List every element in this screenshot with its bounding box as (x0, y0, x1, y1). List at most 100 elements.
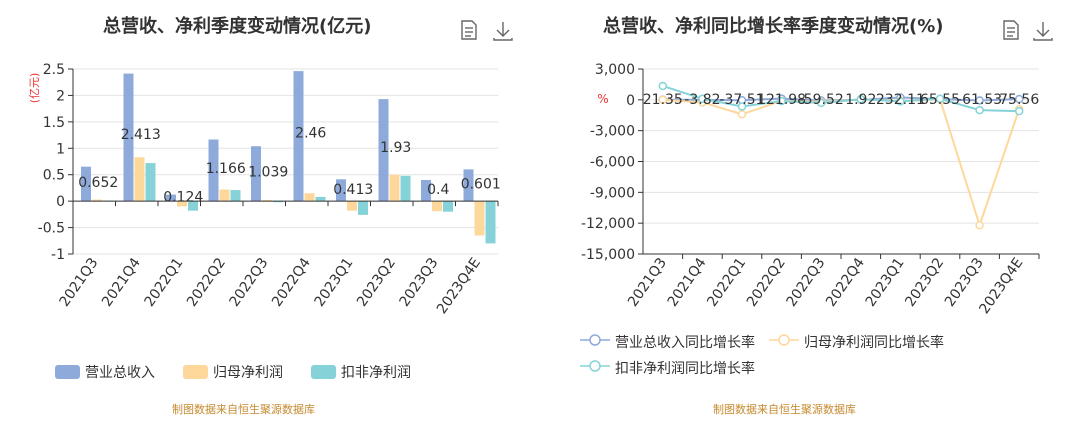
series-point-3 (777, 96, 786, 106)
y-tick-label: -12,000 (581, 216, 635, 232)
bar-2 (304, 193, 315, 202)
x-tick-label: 2023Q2 (902, 255, 947, 310)
data-label: 2.413 (121, 127, 161, 143)
y-tick-label: 0 (626, 93, 635, 109)
legend-swatch (769, 333, 799, 351)
legend-swatch (55, 365, 80, 379)
data-label: -37.51 (719, 92, 764, 108)
data-label: 1.92 (845, 92, 876, 108)
legend-label: 扣非净利润 (341, 365, 411, 381)
data-label: 0.124 (163, 190, 203, 206)
data-label: -59.52 (799, 92, 844, 108)
data-label: 0.601 (461, 177, 501, 193)
bar-1 (421, 180, 431, 202)
bar-1 (81, 166, 91, 202)
bar-2 (262, 200, 272, 202)
legend-label: 营业总收入同比增长率 (615, 335, 755, 351)
bar-2 (177, 201, 187, 207)
legend-label: 归母净利润 (213, 365, 283, 381)
bar-3 (230, 190, 241, 202)
x-tick-label: 2021Q4 (665, 255, 710, 310)
legend-item[interactable]: 扣非净利润 (311, 362, 411, 382)
series-point-1 (1014, 94, 1024, 104)
data-label: 1.93 (380, 140, 411, 156)
bar-3 (443, 201, 453, 212)
series-line-3 (662, 85, 1020, 113)
x-tick-label: 2022Q4 (269, 255, 314, 310)
bar-3 (145, 163, 156, 202)
x-tick-label: 2022Q2 (184, 255, 229, 310)
legend-item[interactable]: 营业总收入同比增长率 (580, 332, 755, 352)
legend-swatch (580, 333, 610, 351)
y-tick-label: 2 (56, 88, 65, 104)
data-label: 1.039 (248, 165, 288, 181)
chart-title: 总营收、净利季度变动情况(亿元) (103, 16, 372, 37)
series-point-3 (698, 94, 707, 104)
x-tick-label: 2021Q4 (99, 255, 144, 310)
bar-2 (134, 157, 145, 202)
legend: 营业总收入同比增长率 归母净利润同比增长率扣非净利润同比增长率 (580, 332, 1060, 384)
y-tick-label: -6,000 (590, 155, 635, 171)
download-icon[interactable] (1032, 20, 1054, 42)
y-tick-label: -9,000 (590, 185, 635, 201)
y-tick-label: 0.5 (43, 168, 65, 184)
bar-2 (92, 199, 102, 202)
series-point-2 (975, 220, 984, 230)
document-icon[interactable] (1002, 20, 1020, 40)
data-label: 2.46 (295, 126, 326, 142)
series-point-3 (975, 105, 984, 115)
data-label: 1.166 (206, 161, 246, 177)
series-point-3 (816, 98, 826, 108)
data-label: 121.98 (757, 92, 806, 108)
x-tick-label: 2021Q3 (57, 255, 102, 310)
bar-1 (208, 139, 219, 202)
x-tick-label: 2023Q3 (397, 255, 442, 310)
x-tick-label: 2022Q4 (823, 255, 868, 310)
download-icon[interactable] (492, 20, 514, 42)
series-point-1 (975, 96, 984, 105)
revenue-profit-chart-panel: 总营收、净利季度变动情况(亿元) 0.652 2.413 0.124 1.166 1.0… (28, 16, 514, 416)
y-tick-label: 1 (56, 141, 65, 157)
x-tick-label: 2023Q1 (863, 255, 908, 310)
legend-label: 扣非净利润同比增长率 (615, 361, 755, 377)
y-tick-label: -1 (51, 247, 65, 263)
bar-1 (378, 99, 389, 202)
bar-3 (273, 201, 283, 203)
y-tick-label: -15,000 (581, 247, 635, 263)
y-tick-label: 1.5 (43, 115, 65, 131)
x-tick-label: 2023Q4E (434, 255, 484, 317)
legend-item[interactable]: 归母净利润 (183, 362, 283, 382)
legend-label: 归母净利润同比增长率 (804, 335, 944, 351)
bar-2 (389, 174, 400, 202)
bar-2 (432, 201, 442, 212)
y-tick-label: 2.5 (43, 62, 65, 78)
series-point-3 (658, 81, 668, 91)
y-axis-unit: (亿元) (28, 73, 41, 104)
data-label: -3.82 (684, 92, 720, 108)
data-label: -61.53 (957, 92, 1002, 108)
series-point-3 (737, 102, 747, 111)
bar-1 (293, 71, 304, 202)
x-tick-label: 2023Q2 (354, 255, 399, 310)
data-label: 232.11 (876, 92, 925, 108)
document-icon[interactable] (460, 20, 478, 40)
bar-3 (315, 196, 326, 202)
y-tick-label: 0 (56, 194, 65, 210)
legend-item[interactable]: 归母净利润同比增长率 (769, 332, 944, 352)
data-label: 0.413 (333, 182, 373, 198)
series-point-3 (1014, 106, 1024, 116)
legend: 营业总收入 归母净利润 扣非净利润 (55, 362, 425, 388)
x-tick-label: 2022Q1 (142, 255, 187, 310)
bar-3 (188, 201, 198, 211)
legend-item[interactable]: 营业总收入 (55, 362, 155, 382)
series-line-2 (662, 98, 1021, 229)
data-label: 65.55 (920, 92, 960, 108)
y-axis-unit: % (597, 92, 608, 106)
x-tick-label: 2022Q3 (784, 255, 829, 310)
legend-item[interactable]: 扣非净利润同比增长率 (580, 358, 755, 378)
legend-swatch (183, 365, 208, 379)
bar-1 (336, 179, 346, 202)
chart-title: 总营收、净利同比增长率季度变动情况(%) (603, 16, 944, 37)
